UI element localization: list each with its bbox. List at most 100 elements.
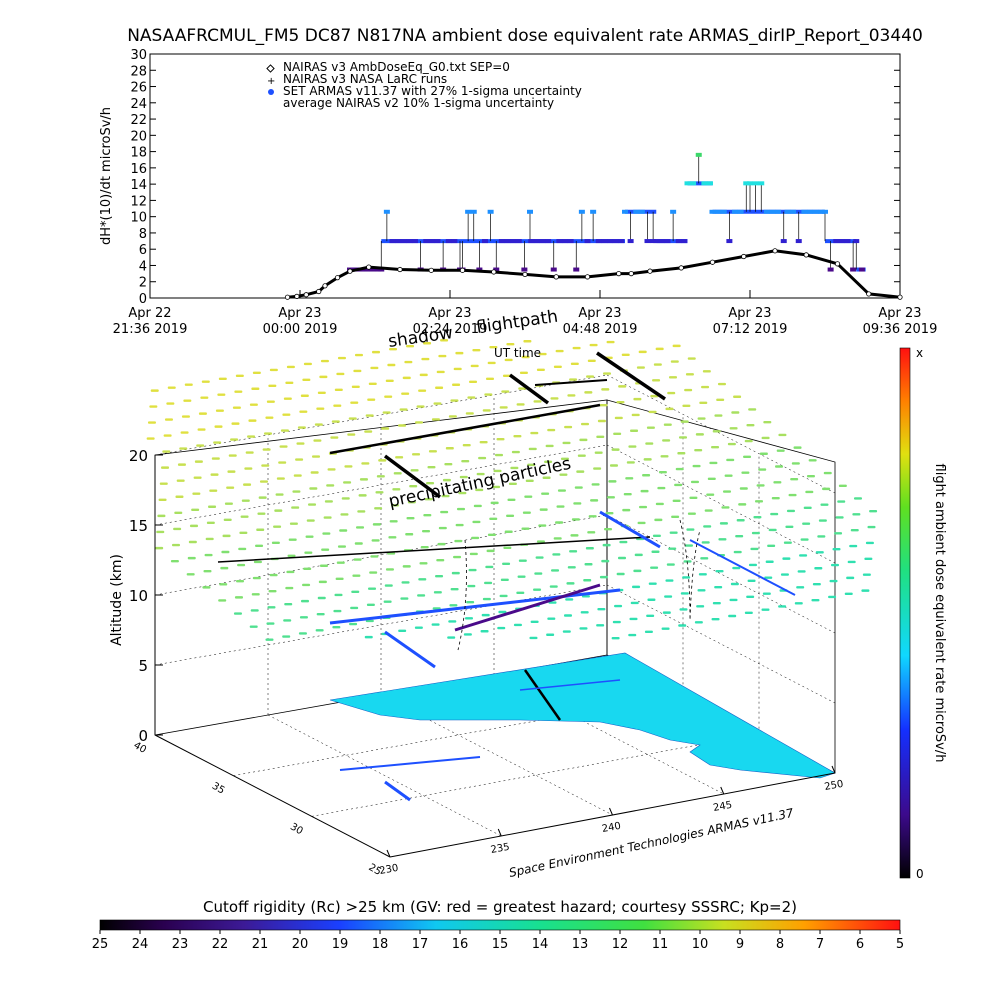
dose-dash	[248, 419, 257, 422]
dose-dash	[184, 383, 193, 386]
dose-dash	[847, 560, 856, 564]
dose-dash	[292, 490, 301, 493]
armas-point	[595, 239, 602, 244]
dose-dash	[317, 391, 326, 394]
dose-dash	[640, 489, 649, 493]
nairas-point	[834, 261, 841, 267]
dose-dash	[259, 480, 268, 483]
dose-dash	[764, 576, 773, 579]
dose-dash	[564, 614, 572, 617]
dose-dash	[388, 536, 397, 539]
dose-dash	[701, 385, 710, 389]
dose-dash	[662, 439, 671, 442]
dose-dash	[652, 534, 661, 538]
dose-dash	[581, 595, 590, 598]
dose-dash	[616, 400, 625, 404]
dose-dash	[613, 432, 622, 435]
dose-dash	[601, 388, 610, 391]
dose-dash	[490, 501, 499, 505]
dose-dash	[643, 458, 652, 461]
figure-title: NASAAFRCMUL_FM5 DC87 N817NA ambient dose…	[127, 26, 923, 46]
dose-dash	[417, 594, 426, 597]
dose-dash	[589, 343, 598, 347]
dose-dash	[746, 424, 755, 427]
dose-dash	[409, 485, 418, 488]
dose-dash	[407, 501, 416, 504]
dose-dash	[724, 474, 733, 477]
dose-dash	[299, 410, 308, 413]
dose-dash	[250, 609, 259, 612]
dose-dash	[459, 475, 468, 479]
dose-dash	[269, 368, 278, 372]
dose-dash	[865, 541, 874, 545]
armas-point	[383, 209, 390, 214]
dose-dash	[177, 463, 186, 466]
altitude-label: Altitude (km)	[109, 554, 125, 646]
armas-point	[775, 209, 782, 214]
dose-dash	[551, 569, 560, 572]
armas-point	[812, 209, 819, 214]
armas-point	[618, 239, 625, 244]
dose-dash	[414, 626, 423, 629]
dose-dash	[464, 617, 473, 620]
dose-dash	[835, 516, 844, 519]
armas-series	[347, 152, 866, 272]
dose-dash	[173, 527, 182, 531]
dose-dash	[723, 490, 732, 493]
dose-dash	[522, 511, 531, 514]
dose-dash	[694, 449, 703, 452]
dose-dash	[146, 437, 155, 440]
flight-segment	[689, 539, 796, 596]
dose-dash	[268, 589, 277, 593]
armas-point	[434, 239, 441, 244]
dose-dash	[538, 352, 547, 356]
armas-point	[675, 239, 682, 244]
dose-dash	[606, 340, 615, 344]
y-tick-label: 26	[130, 81, 147, 96]
dose-dash	[215, 409, 224, 412]
grid-line	[606, 374, 836, 494]
dose-dash	[485, 565, 494, 569]
grid-line	[380, 694, 613, 816]
dose-dash	[548, 601, 557, 604]
dose-dash	[684, 544, 693, 547]
dose-dash	[793, 446, 802, 449]
dose-dash	[502, 374, 511, 377]
y-tick-label: 18	[130, 146, 147, 161]
ut-time-label: UT time	[494, 346, 541, 360]
dose-dash	[846, 576, 855, 580]
dose-dash	[318, 580, 327, 584]
dose-dash	[197, 428, 206, 431]
dose-dash	[467, 396, 476, 399]
dose-dash	[327, 468, 336, 471]
dose-dash	[431, 418, 440, 421]
dose-dash	[636, 366, 645, 369]
nairas-point	[322, 283, 328, 289]
dose-dash	[739, 487, 748, 490]
armas-point	[644, 239, 651, 244]
flight-segment	[519, 679, 621, 691]
dose-dash	[370, 555, 379, 558]
dose-dash	[209, 489, 218, 492]
dose-dash	[444, 462, 453, 466]
dose-dash	[450, 399, 459, 402]
dose-dash	[647, 598, 656, 601]
dose-dash	[743, 455, 752, 459]
dose-dash	[333, 609, 342, 613]
dose-dash	[552, 553, 561, 556]
dose-dash	[528, 447, 537, 451]
dose-dash	[284, 603, 293, 606]
dose-dash	[542, 476, 551, 479]
dose-dash	[618, 556, 626, 560]
dose-dash	[657, 486, 666, 490]
dose-dash	[473, 504, 482, 508]
dose-dash	[616, 572, 625, 576]
dose-dash	[204, 553, 213, 557]
dose-dash	[529, 636, 538, 640]
dose-dash	[385, 568, 394, 571]
dose-dash	[697, 417, 706, 420]
armas-point	[790, 209, 797, 214]
lat-tick-label: 35	[210, 781, 227, 797]
dose-dash	[402, 565, 411, 568]
dose-dash	[427, 466, 436, 469]
